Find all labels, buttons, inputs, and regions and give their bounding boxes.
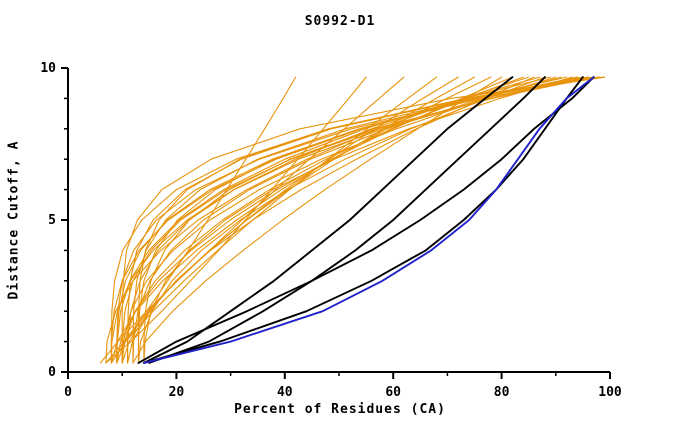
y-tick-label: 0 [48,365,56,380]
series-model-black-4 [137,76,595,364]
series-model-orange-23 [121,76,589,364]
series-model-orange-19 [143,76,573,364]
series-model-orange-20 [116,76,579,364]
x-tick-label: 0 [64,385,72,400]
x-tick-label: 20 [169,385,185,400]
series-model-orange-28 [116,76,600,364]
series-model-black-3 [142,76,584,364]
series-model-orange-15 [116,76,551,364]
series-model-orange-25 [110,76,595,364]
series-model-orange-02 [105,76,367,364]
series-model-black-1 [142,76,514,364]
x-tick-label: 40 [277,385,293,400]
series-model-black-2 [148,76,546,364]
series-model-orange-24 [132,76,589,364]
series-model-orange-26 [143,76,595,364]
y-tick-label: 10 [40,61,56,76]
chart-title: S0992-D1 [304,14,376,29]
axis-lines [67,68,610,373]
series-model-orange-22 [137,76,584,364]
x-tick-label: 80 [494,385,510,400]
series-group [99,76,606,364]
series-model-orange-01 [105,76,297,364]
series-model-orange-30 [121,76,606,364]
y-axis-label: Distance Cutoff, A [6,140,22,300]
x-tick-label: 100 [598,385,622,400]
series-model-orange-11 [105,76,530,364]
x-tick-label: 60 [385,385,401,400]
series-model-orange-14 [137,76,546,364]
series-model-orange-09 [116,76,513,364]
axes-group: 0 20 40 60 80 100 0 5 10 [40,61,622,400]
series-model-orange-03 [99,76,405,364]
series-model-orange-13 [110,76,541,364]
x-axis-label: Percent of Residues (CA) [234,402,446,417]
series-model-blue-1 [142,76,595,364]
series-model-orange-29 [137,76,606,364]
series-model-orange-08 [132,76,503,364]
y-tick-label: 5 [48,213,56,228]
